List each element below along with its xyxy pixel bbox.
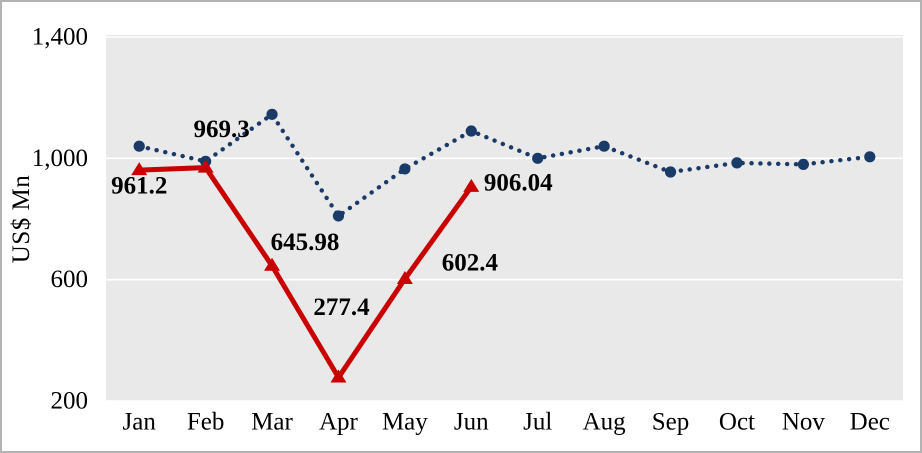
x-tick-label: Apr (319, 409, 359, 436)
x-tick-label: Aug (583, 409, 627, 436)
x-tick-label: Feb (187, 409, 225, 436)
x-tick-label: May (382, 409, 428, 436)
x-tick-label: Jul (523, 409, 552, 436)
dotted-series-marker (133, 140, 145, 152)
y-tick-label: 1,000 (32, 145, 88, 172)
y-tick-label: 1,400 (32, 24, 88, 51)
plot-area (106, 35, 903, 401)
solid-series-marker (330, 369, 347, 383)
data-label: 961.2 (111, 173, 167, 200)
dotted-series-marker (332, 210, 345, 222)
dotted-series-marker (598, 140, 610, 152)
solid-series-marker (396, 270, 413, 284)
data-label: 969.3 (194, 116, 250, 143)
x-tick-label: Nov (782, 409, 826, 436)
x-tick-label: Mar (251, 409, 293, 436)
dotted-series-marker (532, 152, 544, 164)
dotted-series-marker (864, 151, 876, 163)
solid-series-marker (264, 257, 281, 271)
dotted-series-marker (266, 108, 278, 120)
x-tick-label: Oct (719, 409, 755, 436)
x-tick-label: Sep (652, 409, 690, 436)
solid-series-path (139, 165, 474, 383)
data-label: 906.04 (484, 169, 553, 196)
y-tick-label: 200 (51, 388, 89, 415)
y-tick-label: 600 (51, 266, 89, 293)
solid-series-marker (131, 162, 148, 176)
dotted-series-marker (731, 157, 743, 169)
y-axis-title: US$ Mn (8, 174, 35, 264)
x-tick-label: Jan (123, 409, 157, 436)
dotted-series-marker (797, 158, 809, 170)
x-tick-label: Jun (454, 409, 489, 436)
data-label: 602.4 (442, 249, 499, 276)
solid-series-marker (463, 178, 480, 192)
data-label: 645.98 (271, 229, 340, 256)
dotted-series-path (137, 111, 872, 220)
x-tick-label: Dec (850, 409, 890, 436)
data-label: 277.4 (313, 294, 370, 321)
dotted-series-marker (664, 166, 677, 178)
dotted-series-marker (465, 125, 477, 137)
dotted-series-marker (399, 163, 411, 175)
solid-series-marker (197, 159, 214, 173)
